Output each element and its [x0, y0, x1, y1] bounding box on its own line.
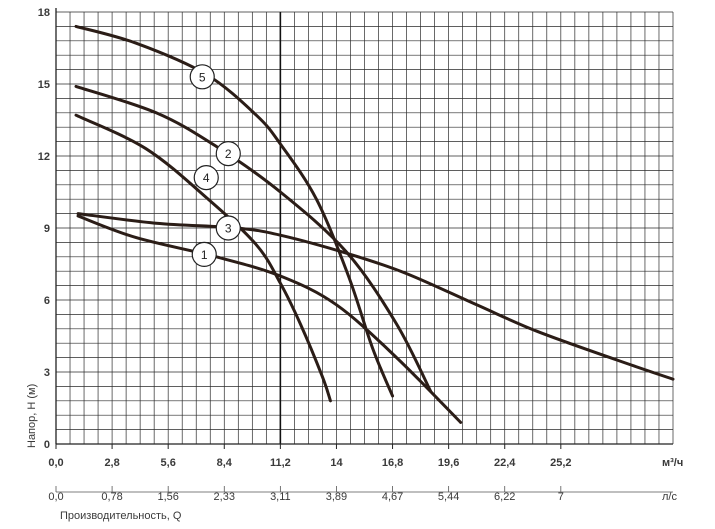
curve-label-2: 2: [225, 147, 232, 161]
x-tick-label-secondary: 0,0: [48, 491, 63, 503]
x-tick-label: 8,4: [217, 457, 233, 469]
axes-group: [55, 8, 673, 493]
y-axis-label: Напор, Н (м): [26, 384, 38, 448]
curve-marker-3: [215, 215, 241, 241]
y-tick-label: 9: [44, 223, 50, 235]
x-tick-label-secondary: 6,22: [494, 491, 515, 503]
x-unit-top: м³/ч: [662, 457, 683, 469]
curve-label-5: 5: [199, 70, 206, 84]
x-tick-label-secondary: 5,44: [438, 491, 459, 503]
y-tick-label: 0: [44, 439, 50, 451]
x-tick-label-secondary: 3,11: [270, 491, 291, 503]
series-line-3: [76, 212, 675, 381]
y-tick-label: 12: [38, 151, 50, 163]
x-tick-label: 25,2: [550, 457, 571, 469]
x-axis-label: Производительность, Q: [60, 510, 182, 522]
x-tick-label: 0,0: [48, 457, 63, 469]
x-tick-label-secondary: 0,78: [101, 491, 122, 503]
curve-label-1: 1: [201, 248, 208, 262]
series-line-4: [74, 113, 332, 403]
x-tick-label-secondary: 3,89: [326, 491, 347, 503]
curve-label-3: 3: [225, 222, 232, 236]
series-line-2: [74, 84, 433, 393]
x-tick-label: 16,8: [382, 457, 403, 469]
x-tick-label-secondary: 2,33: [214, 491, 235, 503]
x-tick-label: 22,4: [494, 457, 516, 469]
x-tick-label: 14: [330, 457, 343, 469]
x-tick-label: 5,6: [161, 457, 176, 469]
x-unit-bottom: л/с: [662, 491, 677, 503]
y-tick-label: 15: [38, 79, 50, 91]
curve-marker-1: [191, 241, 217, 267]
grid: [55, 11, 674, 445]
y-tick-label: 6: [44, 295, 50, 307]
tick-labels: 0,0 2,8 5,6 8,4 11,2 14 16,8 19,6 22,4 25,20,0 0,7…: [38, 7, 572, 503]
x-tick-label: 11,2: [270, 457, 291, 469]
curve-marker-5: [189, 64, 215, 90]
curve-label-4: 4: [203, 171, 210, 185]
x-tick-label-secondary: 1,56: [157, 491, 178, 503]
series-line-1: [76, 214, 463, 424]
series-group: [74, 24, 675, 424]
y-tick-label: 3: [44, 367, 50, 379]
curve-marker-2: [215, 141, 241, 167]
y-tick-label: 18: [38, 7, 50, 19]
x-tick-label-secondary: 7: [558, 491, 564, 503]
series-line-5: [74, 24, 395, 398]
x-tick-label-secondary: 4,67: [382, 491, 403, 503]
x-tick-label: 19,6: [438, 457, 459, 469]
curve-markers: 5 2 4 3 1: [189, 64, 241, 267]
curve-marker-4: [193, 165, 219, 191]
x-tick-label: 2,8: [104, 457, 119, 469]
